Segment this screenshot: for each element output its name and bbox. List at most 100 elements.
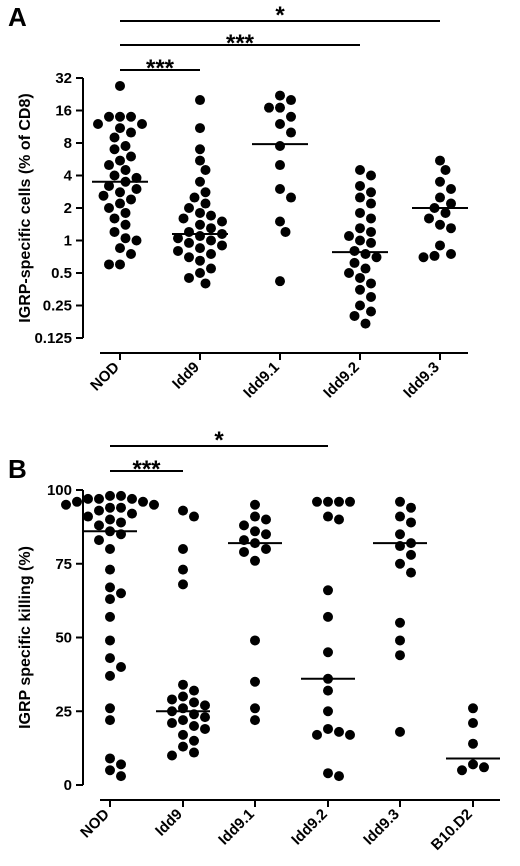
data-point xyxy=(195,255,205,266)
data-point xyxy=(104,160,114,171)
data-point xyxy=(105,765,115,776)
x-tick-label: Idd9.3 xyxy=(400,359,443,402)
data-point xyxy=(446,198,456,209)
data-point xyxy=(116,759,126,770)
data-point xyxy=(275,160,285,171)
data-point xyxy=(195,243,205,254)
data-point xyxy=(406,502,416,513)
data-point xyxy=(366,187,376,198)
data-point xyxy=(94,505,104,516)
y-tick-label: 4 xyxy=(64,168,73,185)
data-point xyxy=(468,718,478,729)
data-point xyxy=(395,511,405,522)
data-point xyxy=(275,102,285,113)
data-point xyxy=(360,318,371,329)
y-tick-label: 16 xyxy=(55,103,72,120)
significance-label: * xyxy=(275,2,285,29)
data-point xyxy=(178,715,188,726)
data-point xyxy=(395,496,405,507)
data-point xyxy=(395,726,405,737)
data-point xyxy=(195,207,205,218)
data-point xyxy=(429,250,440,261)
data-point xyxy=(323,647,333,658)
data-point xyxy=(406,517,416,528)
data-point xyxy=(395,529,405,540)
data-point xyxy=(200,712,210,723)
data-point xyxy=(94,520,104,531)
data-point xyxy=(116,771,126,782)
data-point xyxy=(195,95,205,106)
data-point xyxy=(355,284,365,295)
y-axis-title: IGRP specific killing (%) xyxy=(17,546,34,729)
data-point xyxy=(323,496,333,507)
data-point xyxy=(355,300,365,311)
data-point xyxy=(120,164,131,175)
data-point xyxy=(366,237,376,248)
data-point xyxy=(83,511,93,522)
data-point xyxy=(200,198,211,209)
y-tick-label: 75 xyxy=(55,556,72,573)
data-point xyxy=(131,172,142,183)
data-point xyxy=(334,514,344,525)
data-point xyxy=(206,223,216,234)
x-tick-label: Idd9.2 xyxy=(320,359,363,402)
data-point xyxy=(286,127,296,138)
data-point xyxy=(200,278,211,289)
data-point xyxy=(200,164,211,175)
y-tick-label: 25 xyxy=(55,703,72,720)
data-point xyxy=(105,653,115,664)
x-tick-label: Idd9.2 xyxy=(288,806,331,849)
data-point xyxy=(115,259,125,270)
data-point xyxy=(115,198,125,209)
data-point xyxy=(280,226,291,237)
data-point xyxy=(250,499,260,510)
data-point xyxy=(440,164,451,175)
data-point xyxy=(94,493,104,504)
data-point xyxy=(239,546,249,557)
significance-label: *** xyxy=(226,30,255,57)
data-point xyxy=(109,132,120,143)
data-point xyxy=(366,198,376,209)
data-point xyxy=(366,226,376,237)
data-point xyxy=(261,544,271,554)
data-point xyxy=(105,544,115,554)
data-point xyxy=(286,111,296,122)
data-point xyxy=(355,164,365,175)
data-point xyxy=(206,235,216,246)
data-point xyxy=(195,231,205,242)
data-point xyxy=(115,111,125,122)
data-point xyxy=(116,588,126,599)
data-point xyxy=(344,231,354,242)
data-point xyxy=(440,207,451,218)
panel-b-letter: B xyxy=(8,454,27,484)
data-point xyxy=(115,243,125,254)
data-point xyxy=(446,183,456,194)
data-point xyxy=(424,213,434,224)
y-tick-label: 0 xyxy=(64,777,72,794)
data-point xyxy=(468,703,478,714)
data-point xyxy=(189,697,199,708)
data-point xyxy=(395,617,405,628)
data-point xyxy=(355,235,365,246)
data-point xyxy=(371,252,382,263)
data-point xyxy=(178,544,188,554)
data-point xyxy=(275,216,285,227)
data-point xyxy=(104,180,114,191)
data-point xyxy=(115,80,125,91)
data-point xyxy=(250,703,260,714)
data-point xyxy=(178,679,188,690)
data-point xyxy=(355,272,365,283)
data-point xyxy=(120,219,131,230)
data-point xyxy=(189,735,199,746)
data-point xyxy=(366,213,376,224)
data-point xyxy=(105,635,115,646)
x-tick-label: B10.D2 xyxy=(428,806,476,854)
data-point xyxy=(457,765,467,776)
data-point xyxy=(105,703,115,714)
data-point xyxy=(173,233,183,244)
data-point xyxy=(120,141,131,152)
panel-a: A 0.125 0.25 0.5 1 2 4 8 16 32 IGRP-specific cell… xyxy=(8,2,468,401)
significance-label: * xyxy=(214,427,224,454)
data-point xyxy=(105,611,115,622)
data-point xyxy=(366,278,376,289)
